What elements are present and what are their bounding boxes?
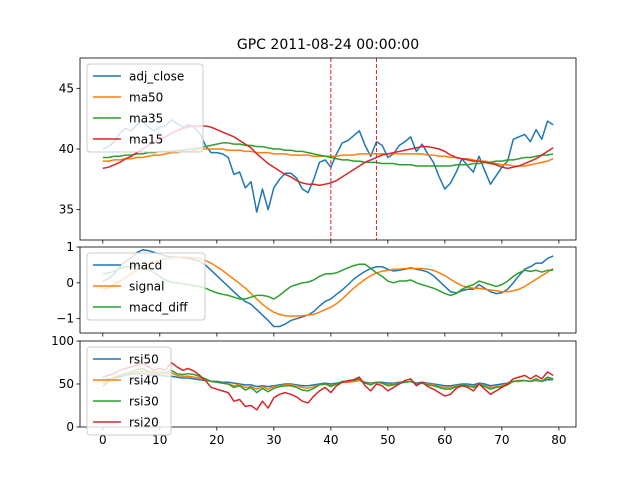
legend-box	[86, 346, 172, 436]
legend-label-ma15: ma15	[129, 133, 163, 147]
legend-label-macd_diff: macd_diff	[129, 301, 188, 315]
y-tick-label: 50	[59, 377, 74, 391]
legend-label-rsi30: rsi30	[129, 395, 159, 409]
y-tick-label: 0	[66, 276, 74, 290]
legend: adj_close ma50 ma35 ma15	[86, 63, 204, 153]
x-tick-label: 50	[380, 433, 395, 447]
legend-label-ma35: ma35	[129, 112, 163, 126]
panel-price: 35 40 45 adj_close ma50 ma35 ma15	[59, 57, 577, 244]
legend-label-signal: signal	[129, 280, 165, 294]
y-tick-label: 40	[59, 142, 74, 156]
y-tick-label: 0	[66, 420, 74, 434]
y-tick-label: 45	[59, 81, 74, 95]
legend-label-adj_close: adj_close	[129, 70, 184, 84]
legend-box	[86, 63, 204, 153]
y-tick-label: 35	[59, 203, 74, 217]
x-tick-label: 20	[209, 433, 224, 447]
x-tick-label: 60	[437, 433, 452, 447]
axes-frame	[79, 246, 577, 334]
y-tick-label: 1	[66, 240, 74, 254]
x-tick-label: 80	[551, 433, 566, 447]
legend-box	[86, 252, 206, 321]
legend-label-rsi50: rsi50	[129, 353, 159, 367]
x-tick-label: 70	[494, 433, 509, 447]
legend: rsi50 rsi40 rsi30 rsi20	[86, 346, 172, 436]
x-tick-label: 30	[266, 433, 281, 447]
series-line-rsi50	[102, 372, 554, 388]
panel-macd: −1 0 1 macd signal macd_diff	[56, 240, 577, 337]
y-tick-label: −1	[56, 312, 74, 326]
chart-title: GPC 2011-08-24 00:00:00	[237, 37, 419, 53]
y-tick-label: 100	[51, 334, 74, 348]
series-line-rsi20	[102, 361, 554, 411]
x-tick-label: 10	[152, 433, 167, 447]
legend-label-ma50: ma50	[129, 91, 163, 105]
legend-label-rsi20: rsi20	[129, 416, 159, 430]
legend-label-rsi40: rsi40	[129, 374, 159, 388]
legend: macd signal macd_diff	[86, 252, 206, 321]
x-tick-label: 40	[323, 433, 338, 447]
legend-label-macd: macd	[129, 259, 162, 273]
x-tick-label: 0	[99, 433, 107, 447]
